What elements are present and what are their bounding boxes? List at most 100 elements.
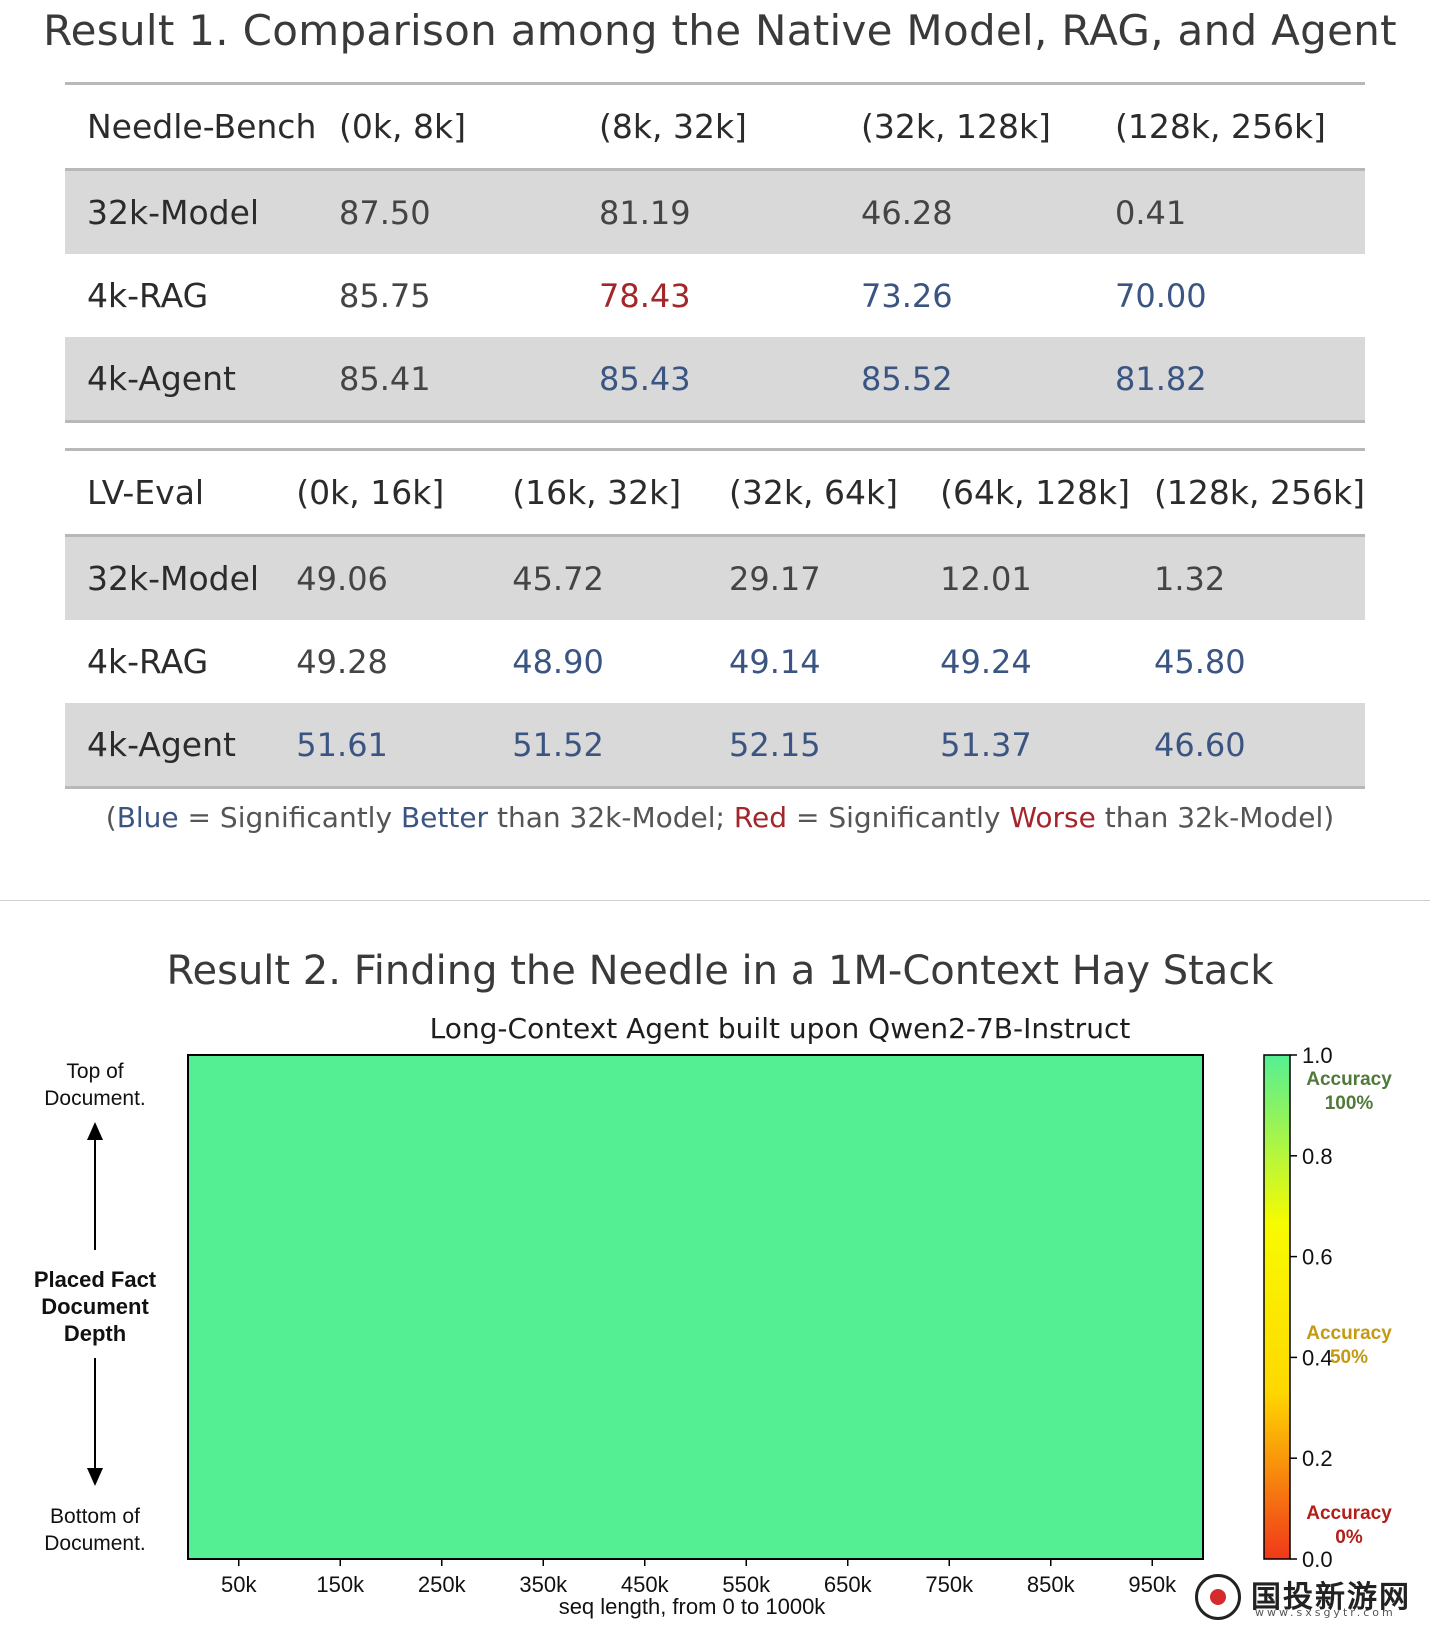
table-row: 4k-RAG 85.75 78.43 73.26 70.00: [65, 254, 1365, 337]
table-row: 32k-Model 87.50 81.19 46.28 0.41: [65, 169, 1365, 254]
row-label: 4k-RAG: [87, 276, 209, 315]
x-tick-label: 450k: [621, 1572, 670, 1597]
header-cell: (128k, 256k]: [1093, 83, 1365, 171]
x-tick-label: 950k: [1128, 1572, 1177, 1597]
value-cell: 85.41: [317, 337, 577, 422]
header-cell: (32k, 64k]: [707, 449, 919, 537]
watermark-name: 国投新游网: [1251, 1580, 1411, 1615]
value-cell: 85.75: [339, 276, 431, 315]
value-cell: 45.72: [490, 535, 708, 620]
heatmap-cell: [594, 1055, 696, 1560]
row-label: 4k-RAG: [87, 642, 209, 681]
table-row: 4k-Agent 85.41 85.43 85.52 81.82: [65, 337, 1365, 422]
table-header-row: LV-Eval (0k, 16k] (16k, 32k] (32k, 64k] …: [65, 449, 1365, 537]
table-header-row: Needle-Bench (0k, 8k] (8k, 32k] (32k, 12…: [65, 83, 1365, 171]
value-cell-better: 48.90: [512, 642, 604, 681]
y-label-top-line: Top of: [66, 1060, 124, 1083]
header-cell: (32k, 128k]: [839, 83, 1093, 171]
header-cell: (16k, 32k]: [490, 449, 708, 537]
y-axis-label-line: Depth: [63, 1321, 127, 1346]
chart-title: Long-Context Agent built upon Qwen2-7B-I…: [429, 1012, 1131, 1045]
value-cell: 0.41: [1093, 169, 1365, 254]
heatmap-cell: [797, 1055, 899, 1560]
value-cell: 49.28: [296, 642, 388, 681]
x-tick-label: 550k: [722, 1572, 771, 1597]
row-label: 4k-Agent: [65, 703, 275, 788]
y-axis-label: Placed Fact Document Depth: [15, 1266, 175, 1347]
section-divider: [0, 900, 1430, 901]
x-tick-label: 50k: [221, 1572, 257, 1597]
y-label-top: Top of Document.: [20, 1058, 170, 1112]
colorbar-annotation: Accuracy: [1306, 1323, 1392, 1344]
header-cell: LV-Eval: [65, 449, 275, 537]
heatmap-cell: [1101, 1055, 1204, 1560]
header-cell: (128k, 256k]: [1132, 449, 1365, 537]
heatmap-cell: [289, 1055, 392, 1560]
y-label-bottom: Bottom of Document.: [20, 1503, 170, 1557]
watermark-url: www.sxsgytr.com: [1255, 1606, 1396, 1619]
value-cell: 87.50: [317, 169, 577, 254]
value-cell-better: 51.37: [918, 703, 1133, 788]
colorbar-annotation: 100%: [1325, 1093, 1374, 1114]
note-blue-word: Blue: [116, 801, 179, 834]
lv-eval-table: LV-Eval (0k, 16k] (16k, 32k] (32k, 64k] …: [65, 448, 1365, 789]
x-tick-label: 750k: [925, 1572, 974, 1597]
value-cell: 29.17: [707, 535, 919, 620]
colorbar-bar: [1263, 1054, 1291, 1560]
needle-bench-table: Needle-Bench (0k, 8k] (8k, 32k] (32k, 12…: [65, 82, 1365, 423]
table-row: 4k-RAG 49.28 48.90 49.14 49.24 45.80: [65, 620, 1365, 703]
heatmap-cell: [391, 1055, 493, 1560]
colorbar-tick-label: 0.8: [1302, 1144, 1333, 1169]
colorbar-tick-label: 0.4: [1302, 1345, 1333, 1370]
note-text: (: [105, 801, 117, 834]
colorbar-tick-label: 0.6: [1302, 1245, 1333, 1270]
x-tick-label: 850k: [1027, 1572, 1076, 1597]
colorbar-annotation: 50%: [1330, 1347, 1368, 1368]
x-tick-label: 150k: [316, 1572, 365, 1597]
y-label-top-line: Document.: [44, 1087, 146, 1110]
watermark: 国投新游网 www.sxsgytr.com: [1195, 1572, 1435, 1622]
watermark-logo-icon: [1195, 1574, 1241, 1620]
arrow-down-icon: [87, 1468, 103, 1486]
value-cell-better: 70.00: [1115, 276, 1207, 315]
y-label-bottom-line: Bottom of: [50, 1505, 140, 1528]
x-tick-label: 350k: [519, 1572, 568, 1597]
value-cell: 12.01: [918, 535, 1133, 620]
value-cell-better: 49.14: [729, 642, 821, 681]
plot-area: [187, 1054, 1204, 1560]
heatmap-cell: [1000, 1055, 1102, 1560]
result2-title: Result 2. Finding the Needle in a 1M-Con…: [166, 948, 1274, 994]
header-cell: (64k, 128k]: [918, 449, 1133, 537]
value-cell: 81.19: [577, 169, 839, 254]
color-legend-note: (Blue = Significantly Better than 32k-Mo…: [0, 801, 1440, 834]
note-red-word: Red: [733, 801, 788, 834]
value-cell: 46.28: [839, 169, 1093, 254]
value-cell-better: 46.60: [1132, 703, 1365, 788]
note-better-word: Better: [400, 801, 489, 834]
x-tick-label: 250k: [418, 1572, 467, 1597]
colorbar-annotation: Accuracy: [1306, 1503, 1392, 1524]
heatmap-cell: [492, 1055, 595, 1560]
value-cell: 1.32: [1132, 535, 1365, 620]
colorbar-tick-label: 0.2: [1302, 1446, 1333, 1471]
note-worse-word: Worse: [1009, 801, 1096, 834]
y-axis-label-line: Document: [41, 1294, 149, 1319]
value-cell: 49.06: [274, 535, 491, 620]
value-cell-better: 49.24: [940, 642, 1032, 681]
header-cell: (0k, 16k]: [274, 449, 491, 537]
heatmap-cell: [188, 1055, 290, 1560]
value-cell-better: 51.61: [274, 703, 491, 788]
note-text: than 32k-Model;: [488, 801, 734, 834]
note-text: than 32k-Model): [1095, 801, 1335, 834]
x-axis-label: seq length, from 0 to 1000k: [559, 1594, 827, 1619]
header-cell: (0k, 8k]: [317, 83, 577, 171]
value-cell-worse: 78.43: [599, 276, 691, 315]
row-label: 32k-Model: [65, 535, 275, 620]
heatmap-cell: [695, 1055, 798, 1560]
table-row: 32k-Model 49.06 45.72 29.17 12.01 1.32: [65, 535, 1365, 620]
value-cell-better: 85.52: [839, 337, 1093, 422]
y-label-bottom-line: Document.: [44, 1532, 146, 1555]
value-cell-better: 52.15: [707, 703, 919, 788]
colorbar-annotation: 0%: [1335, 1527, 1363, 1548]
colorbar: 0.00.20.40.60.81.0Accuracy100%Accuracy50…: [1263, 1043, 1392, 1572]
